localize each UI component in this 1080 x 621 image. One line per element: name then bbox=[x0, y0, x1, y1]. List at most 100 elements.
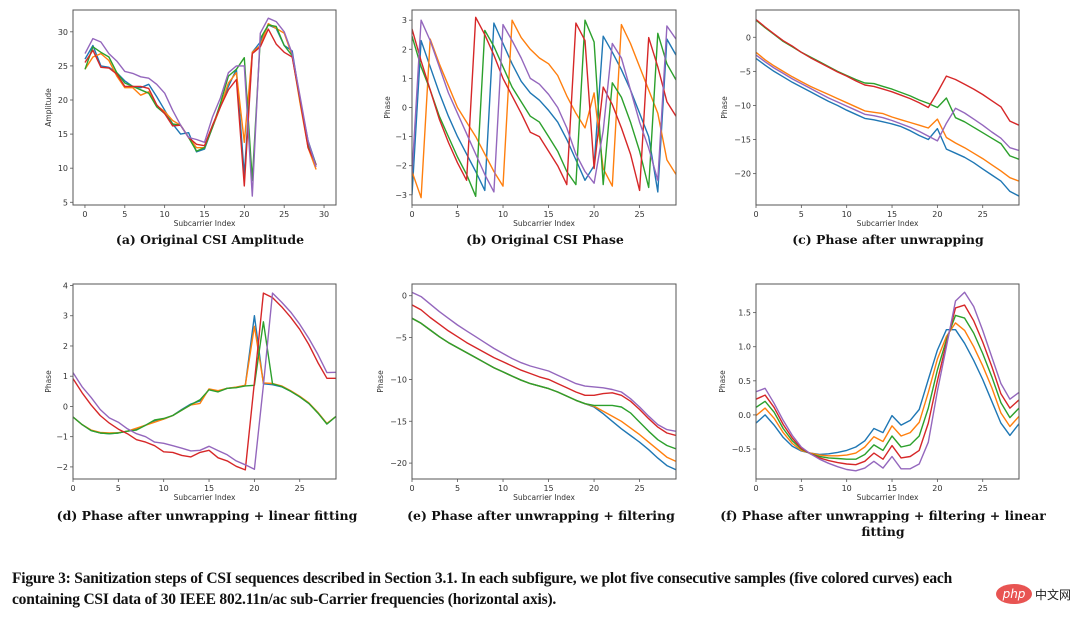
subplot-b: 0 5 10 15 20 25 −3 −2 −1 0 1 2 3 Subcarrier Index Phas… bbox=[383, 9, 677, 247]
series-group bbox=[412, 16, 676, 199]
series-line-4 bbox=[412, 304, 676, 437]
y-tick-label: −10 bbox=[390, 375, 407, 384]
series-group bbox=[84, 17, 317, 197]
x-tick-label: 30 bbox=[319, 210, 329, 219]
x-tick-label: 10 bbox=[498, 210, 508, 219]
subfigure-caption: (a) Original CSI Amplitude bbox=[116, 232, 304, 247]
subfigure-caption: (e) Phase after unwrapping + filtering bbox=[407, 508, 675, 523]
x-tick-label: 5 bbox=[116, 484, 121, 493]
x-tick-label: 20 bbox=[239, 210, 249, 219]
x-tick-label: 0 bbox=[753, 210, 758, 219]
y-tick-label: 0 bbox=[402, 292, 407, 301]
series-line-3 bbox=[412, 317, 676, 450]
x-axis-label: Subcarrier Index bbox=[513, 493, 575, 502]
series-line-1 bbox=[756, 329, 1019, 456]
axes-frame bbox=[755, 283, 1020, 480]
y-tick-label: −0.5 bbox=[732, 445, 751, 454]
x-tick-label: 25 bbox=[978, 210, 988, 219]
x-tick-label: 15 bbox=[887, 210, 897, 219]
x-tick-label: 0 bbox=[409, 210, 414, 219]
watermark: php 中文网 bbox=[996, 583, 1074, 605]
y-tick-label: −3 bbox=[395, 191, 407, 200]
y-tick-label: 0 bbox=[746, 33, 751, 42]
y-tick-label: −20 bbox=[390, 459, 407, 468]
x-tick-label: 5 bbox=[799, 210, 804, 219]
y-tick-label: 1.0 bbox=[738, 343, 751, 352]
x-tick-label: 10 bbox=[160, 210, 170, 219]
y-tick-label: −1 bbox=[56, 433, 68, 442]
x-tick-label: 20 bbox=[589, 484, 599, 493]
series-line-5 bbox=[73, 292, 336, 470]
x-axis-label: Subcarrier Index bbox=[174, 493, 236, 502]
series-line-3 bbox=[84, 24, 317, 182]
x-tick-label: 5 bbox=[122, 210, 127, 219]
subfigure-caption: fitting bbox=[861, 524, 904, 539]
subfigure-caption: (b) Original CSI Phase bbox=[466, 232, 624, 247]
axes-frame bbox=[72, 9, 337, 206]
series-line-4 bbox=[756, 304, 1019, 466]
y-axis-label: Phase bbox=[44, 370, 53, 393]
y-tick-label: 2 bbox=[402, 45, 407, 54]
series-line-5 bbox=[84, 17, 317, 197]
series-line-2 bbox=[73, 325, 336, 434]
series-line-5 bbox=[756, 291, 1019, 472]
y-tick-label: −1 bbox=[395, 133, 407, 142]
subfigure-caption: (f) Phase after unwrapping + filtering +… bbox=[720, 508, 1046, 523]
x-tick-label: 5 bbox=[455, 484, 460, 493]
series-line-5 bbox=[412, 291, 676, 432]
y-tick-label: 0.5 bbox=[738, 377, 751, 386]
x-tick-label: 15 bbox=[199, 210, 209, 219]
x-tick-label: 10 bbox=[498, 484, 508, 493]
x-tick-label: 25 bbox=[295, 484, 305, 493]
x-tick-label: 0 bbox=[409, 484, 414, 493]
y-tick-label: −2 bbox=[395, 162, 407, 171]
y-tick-label: −5 bbox=[739, 67, 751, 76]
x-tick-label: 0 bbox=[70, 484, 75, 493]
x-axis-label: Subcarrier Index bbox=[174, 219, 236, 228]
series-line-3 bbox=[73, 321, 336, 435]
y-tick-label: 1.5 bbox=[738, 309, 751, 318]
series-group bbox=[756, 18, 1019, 197]
x-tick-label: 15 bbox=[543, 210, 553, 219]
x-tick-label: 25 bbox=[634, 210, 644, 219]
series-group bbox=[756, 291, 1019, 472]
series-line-4 bbox=[412, 16, 676, 192]
y-tick-label: 25 bbox=[58, 62, 68, 71]
series-group bbox=[412, 291, 676, 471]
series-line-1 bbox=[84, 24, 317, 176]
x-tick-label: 25 bbox=[978, 484, 988, 493]
x-tick-label: 10 bbox=[842, 484, 852, 493]
y-tick-label: −10 bbox=[734, 101, 751, 110]
x-tick-label: 25 bbox=[279, 210, 289, 219]
x-tick-label: 0 bbox=[753, 484, 758, 493]
series-line-2 bbox=[412, 19, 676, 199]
x-tick-label: 10 bbox=[842, 210, 852, 219]
series-line-2 bbox=[756, 51, 1019, 182]
subfigure-caption: (d) Phase after unwrapping + linear fitt… bbox=[57, 508, 358, 523]
y-tick-label: −15 bbox=[390, 417, 407, 426]
x-tick-label: 5 bbox=[799, 484, 804, 493]
x-tick-label: 20 bbox=[932, 484, 942, 493]
x-tick-label: 25 bbox=[634, 484, 644, 493]
x-tick-label: 15 bbox=[543, 484, 553, 493]
y-tick-label: 1 bbox=[63, 372, 68, 381]
y-axis-label: Phase bbox=[376, 370, 385, 393]
series-group bbox=[73, 292, 336, 471]
php-logo-icon: php bbox=[996, 584, 1032, 604]
subplot-c: 0 5 10 15 20 25 −20 −15 −10 −5 0 Subcarrier Index Ph… bbox=[720, 9, 1020, 247]
y-axis-label: Phase bbox=[720, 96, 729, 119]
x-axis-label: Subcarrier Index bbox=[857, 219, 919, 228]
subplot-a: 0 5 10 15 20 25 30 5 10 15 20 25 30 Subcarrier Index A… bbox=[44, 9, 337, 247]
y-tick-label: 3 bbox=[63, 312, 68, 321]
y-tick-label: 20 bbox=[58, 96, 68, 105]
y-axis-label: Amplitude bbox=[44, 88, 53, 127]
subplot-d: 0 5 10 15 20 25 −2 −1 0 1 2 3 4 Subcarrier Index Phase… bbox=[44, 282, 358, 523]
series-line-2 bbox=[756, 322, 1019, 457]
x-tick-label: 15 bbox=[887, 484, 897, 493]
x-axis-label: Subcarrier Index bbox=[513, 219, 575, 228]
y-tick-label: 10 bbox=[58, 164, 68, 173]
y-tick-label: 0 bbox=[63, 402, 68, 411]
x-tick-label: 20 bbox=[249, 484, 259, 493]
y-tick-label: −20 bbox=[734, 170, 751, 179]
